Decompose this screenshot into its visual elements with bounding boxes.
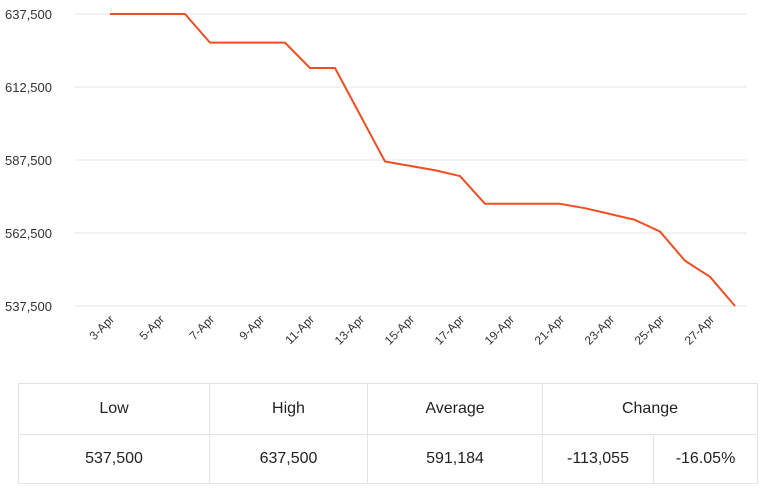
x-tick-label: 21-Apr <box>532 312 567 347</box>
stats-value-row: 537,500 637,500 591,184 -113,055 -16.05% <box>18 434 758 484</box>
price-stats-table: Low High Average Change 537,500 637,500 … <box>18 383 758 484</box>
change-header: Change <box>542 383 758 435</box>
y-tick-label: 537,500 <box>5 299 52 314</box>
average-header: Average <box>367 383 543 435</box>
high-value: 637,500 <box>209 434 368 484</box>
low-header: Low <box>18 383 210 435</box>
series-line <box>110 13 736 307</box>
y-tick-label: 612,500 <box>5 80 52 95</box>
x-tick-label: 11-Apr <box>282 312 317 347</box>
x-tick-label: 3-Apr <box>86 312 117 343</box>
x-tick-label: 17-Apr <box>432 312 467 347</box>
y-tick-label: 562,500 <box>5 226 52 241</box>
line-chart: 637,500 612,500 587,500 562,500 537,500 3-Ap… <box>5 7 747 348</box>
x-tick-label: 7-Apr <box>186 312 217 343</box>
x-tick-label: 13-Apr <box>332 312 367 347</box>
average-value: 591,184 <box>367 434 543 484</box>
y-axis-ticks: 637,500 612,500 587,500 562,500 537,500 <box>5 7 52 314</box>
low-value: 537,500 <box>18 434 210 484</box>
change-absolute-value: -113,055 <box>542 434 654 484</box>
y-tick-label: 637,500 <box>5 7 52 22</box>
x-tick-label: 27-Apr <box>682 312 717 347</box>
x-tick-label: 23-Apr <box>582 312 617 347</box>
stats-header-row: Low High Average Change <box>18 383 758 435</box>
y-tick-label: 587,500 <box>5 153 52 168</box>
x-tick-label: 5-Apr <box>136 312 167 343</box>
x-tick-label: 15-Apr <box>382 312 417 347</box>
x-axis-ticks: 3-Apr 5-Apr 7-Apr 9-Apr 11-Apr 13-Apr 15-Apr 17… <box>86 312 717 347</box>
x-tick-label: 9-Apr <box>236 312 267 343</box>
series-lines <box>110 13 736 307</box>
x-tick-label: 25-Apr <box>632 312 667 347</box>
x-tick-label: 19-Apr <box>482 312 517 347</box>
gridlines <box>75 13 747 307</box>
change-percent-value: -16.05% <box>653 434 758 484</box>
high-header: High <box>209 383 368 435</box>
